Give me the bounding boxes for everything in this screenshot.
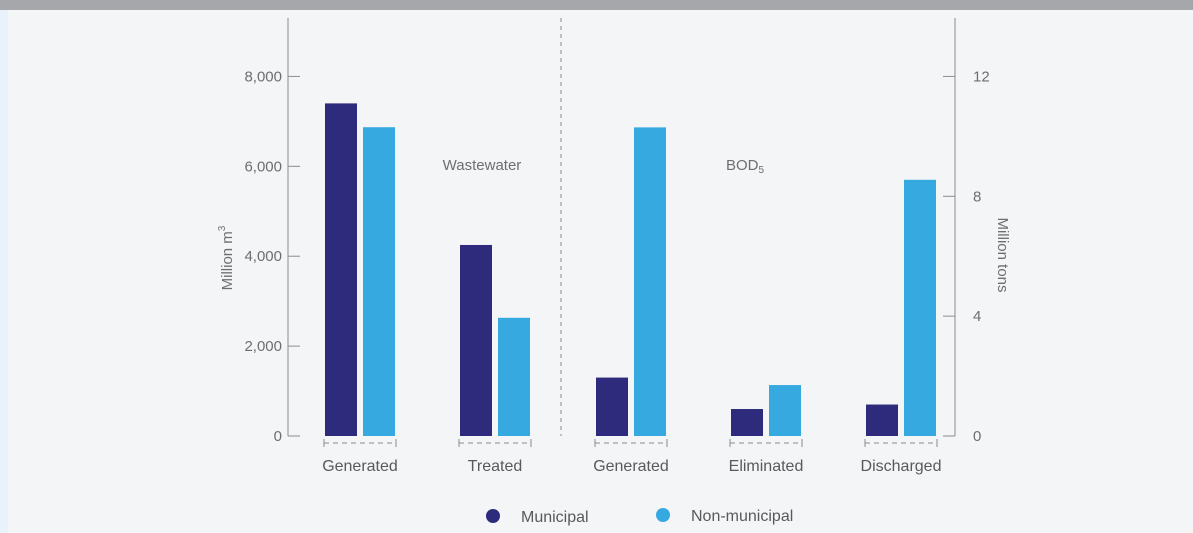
left-axis-title-main: Million m xyxy=(219,231,236,290)
left-tick-label: 4,000 xyxy=(244,248,282,265)
group-label-bod-sub: 5 xyxy=(758,165,764,176)
group-label-bod-main: BOD xyxy=(726,157,759,174)
legend-marker-non-municipal xyxy=(656,508,670,522)
bar-municipal-3 xyxy=(731,409,763,436)
bar-non-municipal-2 xyxy=(634,127,666,437)
bar-municipal-0 xyxy=(325,103,357,436)
right-tick-label: 12 xyxy=(973,68,990,85)
bar-municipal-1 xyxy=(460,244,492,436)
category-label: Generated xyxy=(322,458,398,475)
group-label-wastewater: Wastewater xyxy=(443,157,522,174)
tick-labels: 0 2,000 4,000 6,000 8,000 0 4 8 12 xyxy=(244,68,989,445)
legend-marker-municipal xyxy=(486,509,500,523)
bar-municipal-4 xyxy=(866,404,898,436)
legend-label-municipal: Municipal xyxy=(521,509,589,526)
bar-municipal-2 xyxy=(596,377,628,436)
category-label: Discharged xyxy=(861,458,942,475)
bar-non-municipal-1 xyxy=(498,317,530,436)
axes xyxy=(287,18,956,447)
category-label: Treated xyxy=(468,458,523,475)
right-tick-label: 4 xyxy=(973,308,981,325)
category-label: Eliminated xyxy=(729,458,804,475)
right-tick-label: 8 xyxy=(973,188,981,205)
left-tick-label: 0 xyxy=(274,428,282,445)
right-tick-label: 0 xyxy=(973,428,981,445)
legend: Municipal Non-municipal xyxy=(486,508,793,526)
group-label-bod: BOD5 xyxy=(726,157,765,176)
left-strip xyxy=(0,10,8,533)
bar-non-municipal-4 xyxy=(904,179,936,436)
left-axis-title: Million m3 xyxy=(217,225,236,290)
bars xyxy=(325,103,936,437)
category-label: Generated xyxy=(593,458,669,475)
left-tick-label: 8,000 xyxy=(244,68,282,85)
right-axis-title: Million tons xyxy=(994,217,1011,292)
left-axis-title-sup: 3 xyxy=(217,225,228,231)
category-labels: Generated Treated Generated Eliminated Disch… xyxy=(322,458,941,475)
bar-non-municipal-3 xyxy=(769,385,801,436)
left-tick-label: 6,000 xyxy=(244,158,282,175)
legend-label-non-municipal: Non-municipal xyxy=(691,508,793,525)
bar-non-municipal-0 xyxy=(363,127,395,436)
left-tick-label: 2,000 xyxy=(244,338,282,355)
top-bar xyxy=(0,0,1193,10)
